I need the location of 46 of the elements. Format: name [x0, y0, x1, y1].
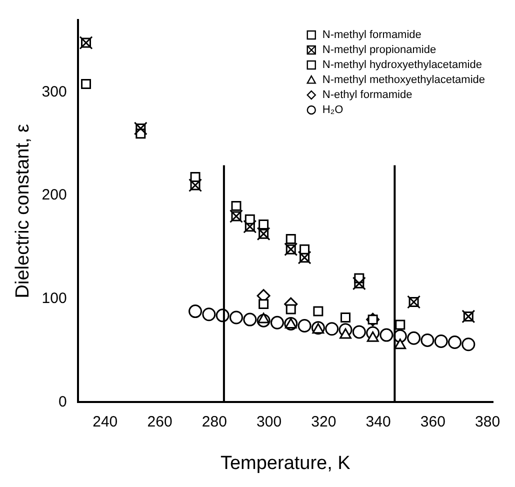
point: [202, 308, 216, 322]
point: [258, 220, 269, 230]
point: [243, 312, 257, 326]
point: [286, 304, 296, 314]
point: [231, 200, 242, 211]
legend-label: N-ethyl formamide: [322, 89, 412, 102]
point: [313, 306, 324, 316]
x-tick-label: 240: [92, 413, 118, 430]
point: [448, 336, 462, 350]
y-tick-label: 100: [42, 290, 67, 308]
point: [394, 338, 406, 350]
y-tick-label: 300: [42, 83, 67, 100]
y-axis-title: Dielectric constant, ε: [12, 123, 34, 298]
point: [188, 304, 202, 318]
point: [258, 299, 269, 310]
point: [325, 322, 339, 336]
point: [270, 316, 284, 330]
point: [420, 333, 434, 347]
point: [298, 319, 312, 333]
legend-label: N-methyl hydroxyethylacetamide: [322, 59, 482, 72]
x-tick-label: 320: [311, 413, 336, 430]
point: [380, 328, 394, 342]
legend-label: N-methyl methoxyethylacetamide: [322, 74, 486, 86]
point: [395, 320, 406, 330]
point: [407, 331, 421, 345]
legend-label: N-methyl propionamide: [322, 44, 436, 56]
x-tick-label: 360: [420, 413, 446, 430]
point: [190, 172, 200, 182]
x-tick-label: 300: [256, 413, 282, 430]
x-tick-label: 380: [475, 413, 500, 430]
x-tick-label: 340: [366, 413, 391, 430]
point: [286, 234, 296, 244]
point: [434, 334, 448, 348]
x-tick-label: 260: [147, 413, 172, 430]
y-tick-label: 200: [42, 186, 67, 204]
y-tick-label: 0: [58, 393, 67, 410]
point: [81, 79, 92, 90]
legend-label: N-methyl formamide: [322, 29, 422, 42]
x-tick-label: 280: [202, 413, 227, 430]
point: [462, 338, 476, 352]
legend-label: H₂O: [322, 104, 344, 116]
point: [230, 310, 243, 324]
point: [352, 325, 366, 339]
x-axis-title: Temperature, K: [220, 452, 351, 474]
point: [300, 244, 310, 254]
point: [340, 312, 350, 322]
